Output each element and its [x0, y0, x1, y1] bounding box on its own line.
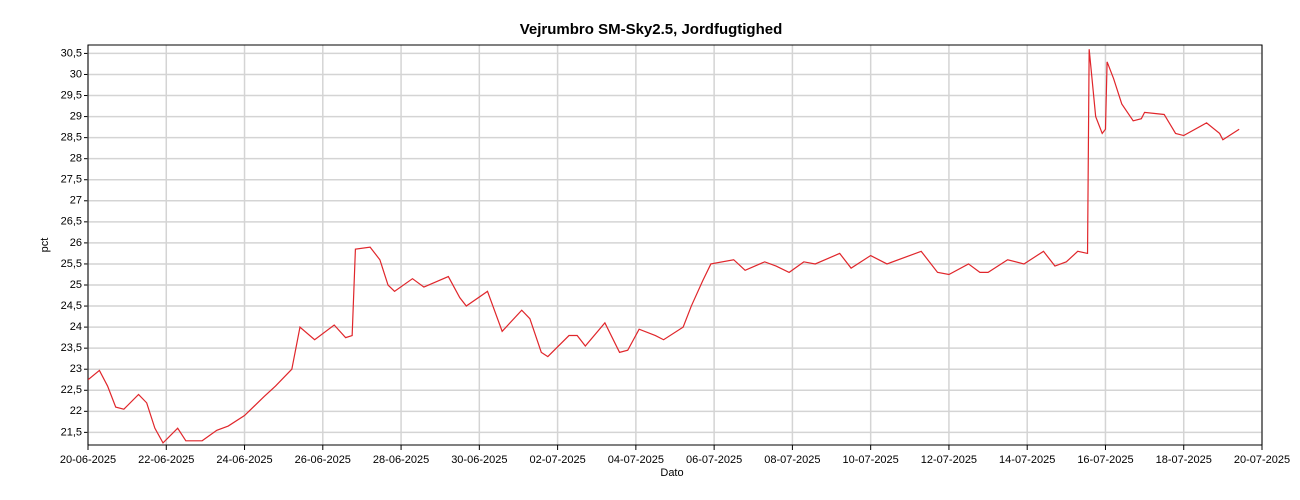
- x-tick-label: 20-07-2025: [1234, 454, 1290, 466]
- y-tick-label: 25: [70, 279, 82, 291]
- y-tick-label: 29,5: [61, 89, 82, 101]
- x-tick-label: 08-07-2025: [764, 454, 820, 466]
- x-tick-label: 28-06-2025: [373, 454, 429, 466]
- chart-title: Vejrumbro SM-Sky2.5, Jordfugtighed: [520, 21, 783, 38]
- x-axis-label: Dato: [660, 467, 683, 479]
- y-tick-label: 26: [70, 237, 82, 249]
- y-tick-label: 30,5: [61, 47, 82, 59]
- x-tick-label: 16-07-2025: [1077, 454, 1133, 466]
- y-tick-label: 26,5: [61, 216, 82, 228]
- y-tick-label: 27: [70, 195, 82, 207]
- y-tick-label: 28,5: [61, 132, 82, 144]
- x-tick-label: 14-07-2025: [999, 454, 1055, 466]
- y-tick-label: 30: [70, 68, 82, 80]
- x-tick-label: 26-06-2025: [295, 454, 351, 466]
- data-line: [88, 49, 1240, 444]
- y-axis-label: pct: [39, 238, 51, 253]
- y-tick-label: 29: [70, 110, 82, 122]
- y-tick-label: 25,5: [61, 258, 82, 270]
- plot-frame: [87, 44, 1263, 446]
- y-tick-label: 21,5: [61, 426, 82, 438]
- y-tick-label: 28: [70, 153, 82, 165]
- y-tick-label: 27,5: [61, 174, 82, 186]
- x-tick-label: 02-07-2025: [529, 454, 585, 466]
- x-tick-label: 30-06-2025: [451, 454, 507, 466]
- x-tick-label: 22-06-2025: [138, 454, 194, 466]
- x-tick-label: 12-07-2025: [921, 454, 977, 466]
- y-tick-label: 23,5: [61, 342, 82, 354]
- x-tick-label: 04-07-2025: [608, 454, 664, 466]
- y-tick-label: 24: [70, 321, 82, 333]
- x-tick-label: 06-07-2025: [686, 454, 742, 466]
- x-tick-label: 18-07-2025: [1156, 454, 1212, 466]
- x-tick-label: 24-06-2025: [216, 454, 272, 466]
- y-tick-label: 23: [70, 363, 82, 375]
- y-tick-label: 22,5: [61, 384, 82, 396]
- y-tick-label: 22: [70, 405, 82, 417]
- y-tick-label: 24,5: [61, 300, 82, 312]
- x-tick-label: 10-07-2025: [843, 454, 899, 466]
- x-tick-label: 20-06-2025: [60, 454, 116, 466]
